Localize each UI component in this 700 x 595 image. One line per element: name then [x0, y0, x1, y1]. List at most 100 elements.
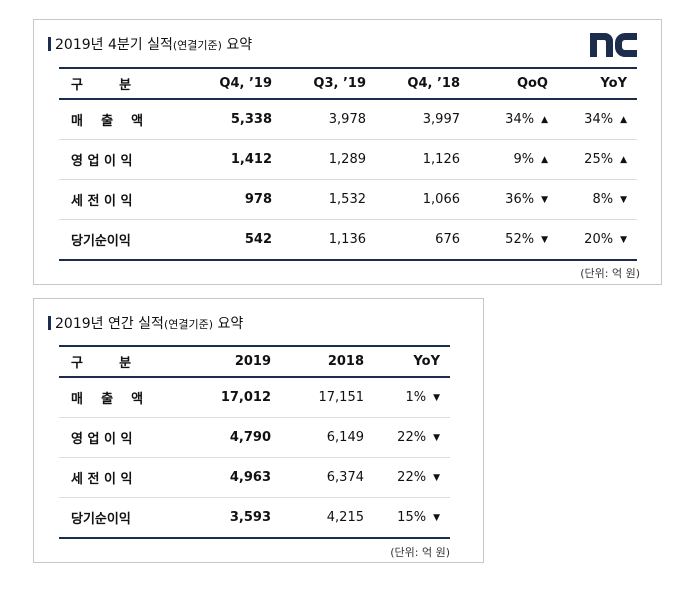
yoy-value: 25% [584, 152, 614, 167]
yoy-value: 20% [584, 232, 614, 247]
cell-qoq: 9% ▲ [470, 139, 558, 180]
qoq-value: 9% [513, 152, 535, 167]
arrow-up-icon: ▲ [541, 155, 548, 165]
cell-yoy: 34% ▲ [558, 99, 637, 140]
cell-q4-19: 5,338 [181, 99, 282, 140]
table-header-row: 구 분 2019 2018 YoY [59, 345, 450, 378]
arrow-up-icon: ▲ [620, 115, 627, 125]
arrow-down-icon: ▼ [620, 235, 627, 245]
cell-q4-19: 1,412 [181, 139, 282, 180]
qoq-value: 52% [505, 232, 535, 247]
arrow-down-icon: ▼ [433, 433, 440, 443]
cell-yoy: 22% ▼ [374, 417, 450, 458]
header-2019: 2019 [181, 345, 281, 378]
row-label: 당기순이익 [59, 219, 181, 261]
table-row: 매 출 액 5,338 3,978 3,997 34% ▲ 34% ▲ [59, 99, 637, 140]
annual-title-basis: (연결기준) [163, 318, 214, 331]
arrow-down-icon: ▼ [620, 195, 627, 205]
cell-q4-18: 1,066 [376, 179, 470, 220]
cell-q4-19: 542 [181, 219, 282, 261]
title-accent-bar [48, 316, 51, 330]
cell-yoy: 20% ▼ [558, 219, 637, 261]
yoy-value: 15% [397, 510, 427, 525]
cell-q4-18: 676 [376, 219, 470, 261]
cell-yoy: 8% ▼ [558, 179, 637, 220]
qoq-value: 34% [505, 112, 535, 127]
table-row: 영 업 이 익 1,412 1,289 1,126 9% ▲ 25% ▲ [59, 139, 637, 180]
annual-results-panel: 2019년 연간 실적(연결기준) 요약 구 분 2019 2018 YoY 매… [33, 298, 484, 563]
nc-logo: nc [590, 33, 637, 57]
table-header-row: 구 분 Q4, ’19 Q3, ’19 Q4, ’18 QoQ YoY [59, 67, 637, 100]
cell-2018: 6,149 [281, 417, 374, 458]
header-2018: 2018 [281, 345, 374, 378]
table-row: 당기순이익 542 1,136 676 52% ▼ 20% ▼ [59, 219, 637, 261]
table-row: 영 업 이 익 4,790 6,149 22% ▼ [59, 417, 450, 458]
cell-q4-18: 3,997 [376, 99, 470, 140]
arrow-down-icon: ▼ [541, 195, 548, 205]
yoy-value: 34% [584, 112, 614, 127]
table-row: 세 전 이 익 978 1,532 1,066 36% ▼ 8% ▼ [59, 179, 637, 220]
unit-note: (단위: 억 원) [580, 267, 640, 280]
row-label: 세 전 이 익 [59, 457, 181, 498]
row-label: 영 업 이 익 [59, 139, 181, 180]
arrow-up-icon: ▲ [541, 115, 548, 125]
yoy-value: 22% [397, 430, 427, 445]
row-label: 매 출 액 [59, 377, 181, 418]
header-category: 구 분 [59, 345, 181, 378]
table-row: 당기순이익 3,593 4,215 15% ▼ [59, 497, 450, 539]
arrow-up-icon: ▲ [620, 155, 627, 165]
arrow-down-icon: ▼ [433, 513, 440, 523]
annual-title-main: 2019년 연간 실적 [55, 316, 164, 332]
cell-qoq: 34% ▲ [470, 99, 558, 140]
cell-2019: 4,963 [181, 457, 281, 498]
quarterly-table: 구 분 Q4, ’19 Q3, ’19 Q4, ’18 QoQ YoY 매 출 … [59, 67, 637, 261]
quarterly-title: 2019년 4분기 실적(연결기준) 요약 [48, 36, 252, 55]
yoy-value: 1% [405, 390, 427, 405]
quarterly-title-tail: 요약 [221, 37, 253, 53]
annual-title: 2019년 연간 실적(연결기준) 요약 [48, 315, 243, 334]
header-yoy: YoY [374, 345, 450, 378]
header-category: 구 분 [59, 67, 181, 100]
row-label: 영 업 이 익 [59, 417, 181, 458]
cell-q4-19: 978 [181, 179, 282, 220]
quarterly-title-main: 2019년 4분기 실적 [55, 37, 173, 53]
annual-title-tail: 요약 [213, 316, 244, 332]
table-row: 세 전 이 익 4,963 6,374 22% ▼ [59, 457, 450, 498]
cell-yoy: 15% ▼ [374, 497, 450, 539]
row-label: 세 전 이 익 [59, 179, 181, 220]
row-label: 매 출 액 [59, 99, 181, 140]
arrow-down-icon: ▼ [433, 473, 440, 483]
cell-q4-18: 1,126 [376, 139, 470, 180]
header-q4-19: Q4, ’19 [181, 67, 282, 100]
header-q4-18: Q4, ’18 [376, 67, 470, 100]
header-qoq: QoQ [470, 67, 558, 100]
cell-2019: 17,012 [181, 377, 281, 418]
cell-2018: 4,215 [281, 497, 374, 539]
title-accent-bar [48, 37, 51, 51]
cell-2019: 4,790 [181, 417, 281, 458]
cell-yoy: 1% ▼ [374, 377, 450, 418]
arrow-down-icon: ▼ [433, 393, 440, 403]
table-row: 매 출 액 17,012 17,151 1% ▼ [59, 377, 450, 418]
cell-q3-19: 1,136 [282, 219, 376, 261]
cell-2019: 3,593 [181, 497, 281, 539]
header-q3-19: Q3, ’19 [282, 67, 376, 100]
quarterly-title-basis: (연결기준) [172, 39, 222, 52]
cell-q3-19: 1,289 [282, 139, 376, 180]
cell-yoy: 22% ▼ [374, 457, 450, 498]
cell-qoq: 36% ▼ [470, 179, 558, 220]
yoy-value: 8% [592, 192, 614, 207]
header-yoy: YoY [558, 67, 637, 100]
cell-2018: 17,151 [281, 377, 374, 418]
cell-q3-19: 1,532 [282, 179, 376, 220]
arrow-down-icon: ▼ [541, 235, 548, 245]
yoy-value: 22% [397, 470, 427, 485]
cell-q3-19: 3,978 [282, 99, 376, 140]
cell-2018: 6,374 [281, 457, 374, 498]
qoq-value: 36% [505, 192, 535, 207]
cell-qoq: 52% ▼ [470, 219, 558, 261]
cell-yoy: 25% ▲ [558, 139, 637, 180]
annual-table: 구 분 2019 2018 YoY 매 출 액 17,012 17,151 1%… [59, 345, 450, 539]
row-label: 당기순이익 [59, 497, 181, 539]
quarterly-results-panel: 2019년 4분기 실적(연결기준) 요약 nc 구 분 Q4, ’19 Q3,… [33, 19, 662, 285]
